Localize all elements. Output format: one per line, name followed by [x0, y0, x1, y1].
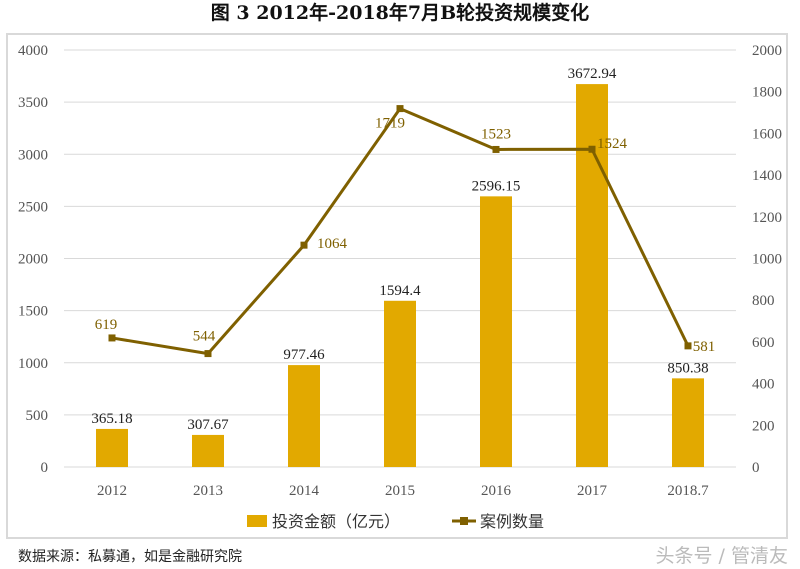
bar-data-label: 977.46 — [283, 347, 325, 363]
right-tick-label: 800 — [752, 293, 775, 309]
line-data-label: 544 — [193, 329, 216, 345]
legend-bar-label: 投资金额（亿元） — [272, 512, 400, 531]
source-note: 数据来源：私募通，如是金融研究院 — [18, 549, 242, 565]
left-tick-label: 2500 — [18, 199, 48, 215]
line-marker — [300, 241, 308, 249]
right-tick-label: 1000 — [752, 252, 782, 268]
line-data-label: 1523 — [481, 126, 511, 142]
left-tick-label: 500 — [26, 408, 49, 424]
bar-data-label: 2596.15 — [472, 178, 521, 194]
left-tick-label: 3000 — [18, 147, 48, 163]
legend-line-label: 案例数量 — [480, 512, 544, 531]
x-tick-label: 2017 — [577, 483, 608, 499]
x-tick-label: 2016 — [481, 483, 512, 499]
line-marker — [684, 342, 692, 350]
line-marker — [588, 145, 596, 153]
watermark: 头条号 / 管清友 — [655, 545, 788, 567]
right-tick-label: 600 — [752, 335, 775, 351]
right-tick-label: 2000 — [752, 43, 782, 59]
legend-line-marker — [460, 517, 468, 525]
right-tick-label: 1400 — [752, 168, 782, 184]
bar — [192, 434, 224, 467]
legend-bar-swatch — [247, 515, 267, 527]
line-data-label: 619 — [95, 317, 118, 333]
right-tick-label: 1800 — [752, 85, 782, 101]
line-marker — [492, 145, 500, 153]
left-tick-label: 3500 — [18, 95, 48, 111]
line-data-label: 1719 — [375, 116, 405, 132]
left-tick-label: 1000 — [18, 356, 48, 372]
left-tick-label: 0 — [41, 460, 49, 476]
line-marker — [396, 105, 404, 113]
bar — [384, 300, 416, 467]
left-tick-label: 4000 — [18, 43, 48, 59]
right-tick-label: 0 — [752, 460, 760, 476]
x-tick-label: 2015 — [385, 483, 415, 499]
right-tick-label: 1200 — [752, 210, 782, 226]
bar — [480, 196, 512, 467]
bar-data-label: 3672.94 — [568, 66, 617, 82]
chart-title: 图 3 2012年-2018年7月B轮投资规模变化 — [210, 2, 590, 24]
left-tick-label: 1500 — [18, 304, 48, 320]
chart-frame — [6, 33, 788, 539]
left-tick-label: 2000 — [18, 252, 48, 268]
x-tick-label: 2018.7 — [667, 483, 709, 499]
bar — [96, 428, 128, 467]
line-marker — [108, 334, 116, 342]
right-tick-label: 400 — [752, 377, 775, 393]
line-data-label: 581 — [693, 339, 716, 355]
line-data-label: 1524 — [597, 136, 628, 152]
bar — [672, 378, 704, 467]
bar-data-label: 307.67 — [187, 417, 229, 433]
bar-data-label: 850.38 — [667, 360, 708, 376]
x-tick-label: 2012 — [97, 483, 127, 499]
bar-data-label: 365.18 — [91, 411, 132, 427]
right-tick-label: 1600 — [752, 126, 782, 142]
bar — [288, 365, 320, 467]
bar-data-label: 1594.4 — [379, 283, 421, 299]
right-tick-label: 200 — [752, 418, 775, 434]
x-tick-label: 2013 — [193, 483, 223, 499]
line-data-label: 1064 — [317, 236, 348, 252]
x-tick-label: 2014 — [289, 483, 320, 499]
line-marker — [204, 350, 212, 358]
